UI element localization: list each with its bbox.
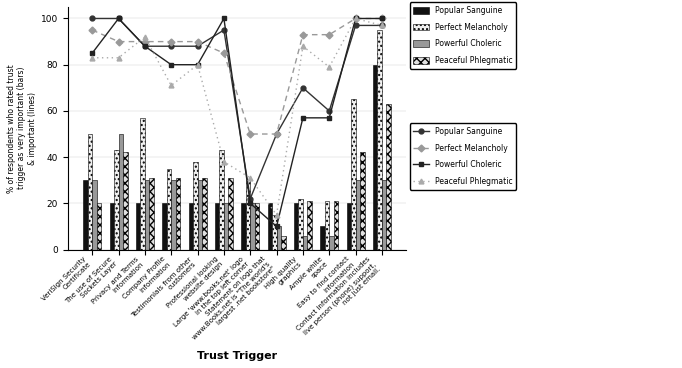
Bar [333,201,338,250]
Bar [346,204,351,250]
Bar [277,226,281,250]
Bar [351,99,355,250]
Bar [303,236,308,250]
Bar [299,199,303,250]
Bar [220,150,224,250]
Bar [228,178,233,250]
Y-axis label: % of respondents who rated trust
trigger as very important (bars)
& important (l: % of respondents who rated trust trigger… [7,64,37,192]
Bar [382,180,387,250]
Bar [267,204,272,250]
Bar [162,204,167,250]
Bar [355,180,360,250]
Bar [241,204,246,250]
Bar [294,204,299,250]
Bar [325,201,329,250]
Bar [140,118,145,250]
X-axis label: Trust Trigger: Trust Trigger [197,351,277,361]
Bar [114,150,119,250]
Bar [92,180,97,250]
Legend: Popular Sanguine, Perfect Melancholy, Powerful Choleric, Peaceful Phlegmatic: Popular Sanguine, Perfect Melancholy, Po… [410,123,516,190]
Bar [119,134,123,250]
Bar [167,169,171,250]
Bar [254,204,259,250]
Bar [246,180,250,250]
Bar [149,178,154,250]
Bar [110,204,114,250]
Bar [145,180,149,250]
Bar [136,204,140,250]
Bar [171,180,176,250]
Bar [281,236,286,250]
Bar [308,201,312,250]
Bar [377,30,382,250]
Bar [123,152,128,250]
Bar [189,204,193,250]
Bar [329,236,333,250]
Bar [360,152,365,250]
Bar [373,65,377,250]
Bar [193,162,198,250]
Bar [97,204,101,250]
Bar [83,180,88,250]
Bar [250,204,254,250]
Bar [176,178,180,250]
Bar [215,204,220,250]
Bar [88,134,92,250]
Bar [321,226,325,250]
Bar [272,215,277,250]
Bar [387,104,391,250]
Bar [224,204,228,250]
Bar [202,178,207,250]
Bar [198,180,202,250]
